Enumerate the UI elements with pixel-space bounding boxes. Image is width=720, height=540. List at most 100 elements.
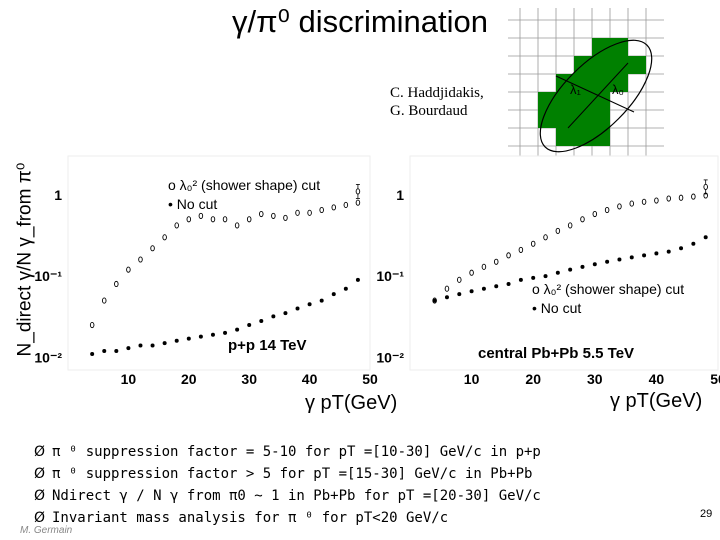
pbpb-point-no-cut [506,281,511,286]
page-title: γ/π⁰ discrimination [231,4,489,39]
bullet-arrow-icon: Ø [34,488,46,504]
footer-author: M. Germain [20,525,73,536]
pp-x-axis-label: γ pT(GeV) [305,392,398,414]
author-line-2: G. Bourdaud [390,103,468,119]
pp-point-errorbar [355,184,361,199]
pp-legend-filled: • No cut [168,196,218,212]
pp-plot-frame [67,155,371,371]
pbpb-point-no-cut [481,286,486,291]
pbpb-point-no-cut [703,235,708,240]
bullet-arrow-icon: Ø [34,444,46,460]
pp-point-shape-cut [234,222,240,229]
bullet-item: Ø Ndirect γ / N γ from π0 ~ 1 in Pb+Pb fo… [34,485,541,507]
pbpb-point-shape-cut [691,193,696,200]
pbpb-point-no-cut [494,284,499,289]
pbpb-point-no-cut [592,262,597,267]
pbpb-point-shape-cut [654,197,659,204]
pp-y-tick-label: 1 [54,187,62,203]
pp-x-tick-label: 50 [362,371,378,387]
pbpb-point-no-cut [555,270,560,275]
pp-system-label: p+p 14 TeV [228,337,307,354]
pbpb-point-shape-cut [580,216,585,223]
pp-point-no-cut [343,286,348,291]
pp-x-tick-label: 20 [181,371,197,387]
pbpb-point-no-cut [432,298,437,303]
pbpb-point-shape-cut [457,276,462,283]
shower-cells [538,38,646,146]
pbpb-point-no-cut [469,289,474,294]
pp-point-shape-cut [150,245,155,252]
pp-point-no-cut [210,332,215,337]
pbpb-point-shape-cut [641,198,647,205]
pp-point-shape-cut [319,206,324,214]
pbpb-point-shape-cut [493,258,499,265]
pp-point-shape-cut [174,222,179,229]
pbpb-point-no-cut [531,275,536,280]
pp-point-shape-cut [283,214,288,221]
pbpb-point-no-cut [543,274,548,279]
pp-point-no-cut [271,314,276,319]
pbpb-y-tick-label: 10⁻¹ [376,268,404,284]
pp-point-no-cut [307,302,312,307]
pp-point-shape-cut [101,297,107,304]
pbpb-point-shape-cut [518,246,524,253]
pbpb-point-shape-cut [469,269,474,276]
pbpb-x-axis-label: γ pT(GeV) [610,390,703,412]
pbpb-x-tick-label: 50 [710,371,720,387]
pp-point-shape-cut [295,209,300,216]
pp-point-no-cut [331,292,336,297]
pp-point-no-cut [102,348,107,353]
pbpb-point-shape-cut [506,252,511,259]
pp-point-no-cut [186,336,191,341]
pp-point-no-cut [174,338,179,343]
pp-legend: o λ₀² (shower shape) cut • No cut [168,176,320,214]
bullet-arrow-icon: Ø [34,510,46,526]
bullet-item: Ø Invariant mass analysis for π ⁰ for pT<… [34,507,541,529]
pbpb-point-shape-cut [678,194,684,201]
pbpb-point-no-cut [666,249,671,254]
pp-point-no-cut [198,334,203,339]
pp-point-shape-cut [222,216,228,223]
pp-point-no-cut [90,352,95,357]
pbpb-point-no-cut [691,241,696,246]
pp-y-tick-label: 10⁻² [34,349,62,365]
pbpb-legend: o λ₀² (shower shape) cut • No cut [532,280,684,318]
pbpb-point-shape-cut [530,240,536,247]
pbpb-x-tick-label: 30 [587,371,603,387]
pp-point-shape-cut [331,204,337,211]
pbpb-point-no-cut [617,257,622,262]
axis-lambda0 [555,75,635,113]
pp-point-shape-cut [198,212,204,219]
pp-point-no-cut [223,330,228,335]
pp-point-shape-cut [259,210,264,218]
pp-point-shape-cut [271,212,276,219]
lambda0-label: λ₀ [612,82,624,97]
pbpb-y-tick-label: 1 [396,187,404,203]
pp-point-no-cut [126,346,131,351]
pp-point-shape-cut [210,216,216,223]
pp-point-no-cut [247,323,252,328]
pp-point-shape-cut [307,209,312,216]
pp-point-no-cut [138,343,143,348]
pp-point-no-cut [283,311,288,316]
pp-x-tick-label: 10 [121,371,137,387]
pbpb-point-shape-cut [666,195,671,202]
pp-point-no-cut [235,327,240,332]
pp-point-no-cut [355,277,360,282]
pbpb-point-shape-cut [543,234,548,241]
pbpb-point-shape-cut [444,285,450,292]
pbpb-point-no-cut [605,259,610,264]
pp-point-shape-cut [89,322,95,329]
pp-point-shape-cut [162,234,167,241]
pp-point-shape-cut [114,280,119,288]
pbpb-point-no-cut [654,251,659,256]
pbpb-point-no-cut [518,277,523,282]
authors: C. Haddjidakis, G. Bourdaud [390,84,484,120]
pbpb-point-errorbar [703,179,708,195]
pbpb-point-shape-cut [567,222,573,229]
pbpb-plot-frame [409,155,719,371]
